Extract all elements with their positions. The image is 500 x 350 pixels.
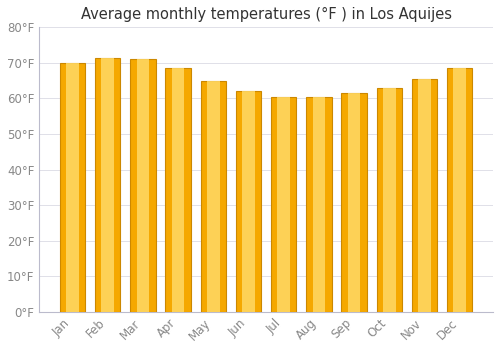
Bar xyxy=(95,57,120,312)
Bar xyxy=(306,97,332,312)
Bar xyxy=(60,63,85,312)
Bar xyxy=(236,91,261,312)
Bar xyxy=(312,97,326,312)
Bar xyxy=(447,68,472,312)
Bar xyxy=(383,88,396,312)
Bar xyxy=(412,79,437,312)
Bar xyxy=(130,59,156,312)
Bar xyxy=(136,59,149,312)
Bar xyxy=(172,68,184,312)
Bar xyxy=(200,80,226,312)
Bar xyxy=(66,63,79,312)
Bar xyxy=(278,97,290,312)
Bar xyxy=(102,57,114,312)
Bar xyxy=(454,68,466,312)
Bar xyxy=(271,97,296,312)
Bar xyxy=(207,80,220,312)
Bar xyxy=(418,79,431,312)
Bar xyxy=(342,93,367,312)
Bar xyxy=(348,93,360,312)
Bar xyxy=(166,68,191,312)
Title: Average monthly temperatures (°F ) in Los Aquijes: Average monthly temperatures (°F ) in Lo… xyxy=(80,7,452,22)
Bar xyxy=(242,91,255,312)
Bar xyxy=(376,88,402,312)
